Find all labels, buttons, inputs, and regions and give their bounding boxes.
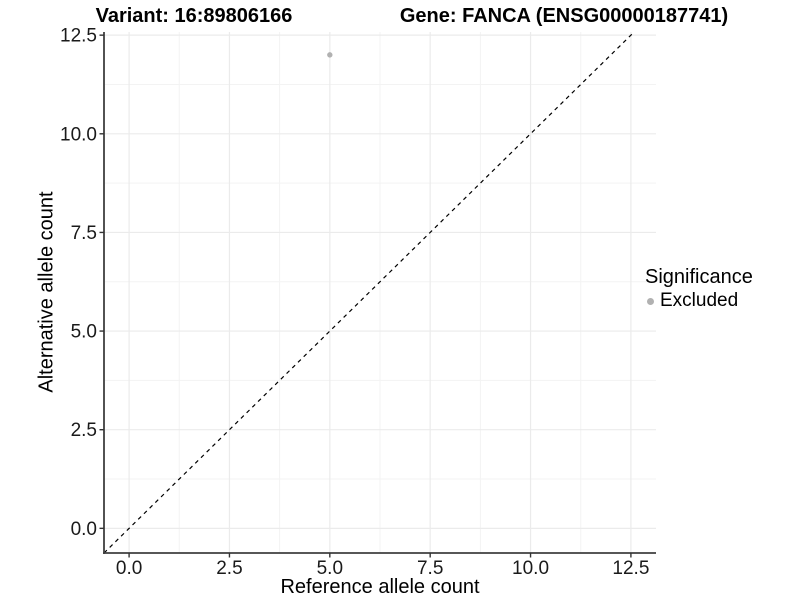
y-axis-title: Alternative allele count — [35, 191, 58, 393]
plot-title-variant: Variant: 16:89806166 — [95, 5, 293, 27]
x-tick-label: 7.5 — [417, 558, 443, 579]
y-tick-label: 5.0 — [71, 322, 97, 343]
y-tick-label: 7.5 — [71, 223, 97, 244]
legend: Significance Excluded — [645, 266, 753, 311]
plot-title-gene: Gene: FANCA (ENSG00000187741) — [399, 5, 729, 27]
legend-item-label: Excluded — [660, 290, 739, 311]
x-tick-label: 2.5 — [216, 558, 242, 579]
legend-item-excluded: Excluded — [645, 291, 753, 311]
data-point — [327, 52, 333, 58]
x-tick-label: 12.5 — [612, 558, 649, 579]
y-tick-label: 0.0 — [71, 519, 97, 540]
y-tick-label: 10.0 — [60, 124, 97, 145]
x-tick-label: 5.0 — [317, 558, 343, 579]
identity-reference-line — [103, 31, 635, 554]
x-tick-label: 10.0 — [512, 558, 549, 579]
y-tick-label: 2.5 — [71, 420, 97, 441]
x-tick-label: 0.0 — [116, 558, 142, 579]
y-tick-label: 12.5 — [60, 26, 97, 47]
x-axis-title: Reference allele count — [280, 576, 480, 598]
legend-title: Significance — [645, 266, 753, 288]
circle-icon — [647, 297, 654, 305]
